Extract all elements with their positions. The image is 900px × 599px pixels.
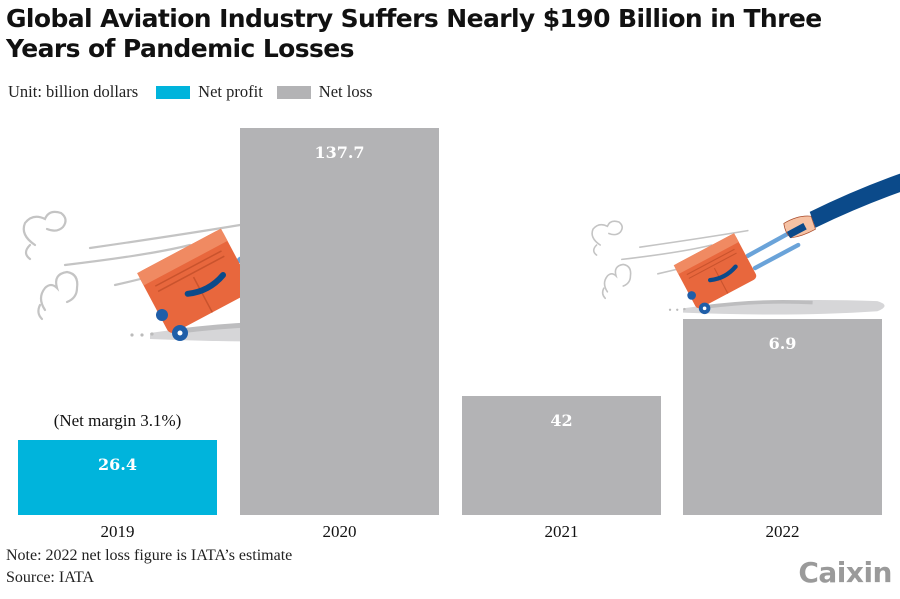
value-label-2021: 42 [550,411,572,430]
footer-source: Source: IATA [6,569,95,586]
labels: 26.4 2019 137.7 2020 42 2021 6.9 2022 (Net margi… [54,143,800,541]
wheel-icon [687,291,696,300]
category-label-2021: 2021 [545,522,579,541]
legend-label-net-profit: Net profit [198,82,263,101]
legend-item-net-loss: Net loss [276,82,373,102]
bar-2020 [240,128,439,515]
category-label-2019: 2019 [101,522,135,541]
legend: Unit: billion dollars Net profit Net los… [8,80,386,104]
value-label-2019: 26.4 [98,455,137,474]
trolley-handle-icon [745,229,801,271]
bar-2021 [462,396,661,515]
sleeve-icon [809,173,900,228]
suitcase-icon [137,228,252,333]
legend-swatch-net-loss [276,85,311,99]
category-label-2022: 2022 [766,522,800,541]
caixin-logo: Caixin [798,556,892,589]
unit-label: Unit: billion dollars [8,82,139,101]
suitcase-icon [673,233,757,309]
legend-item-net-profit: Net profit [156,82,263,102]
annotation-net-margin: (Net margin 3.1%) [54,411,182,430]
value-label-2020: 137.7 [314,143,364,162]
legend-swatch-net-profit [156,85,191,99]
bars [18,128,882,515]
value-label-2022: 6.9 [769,334,797,353]
grip-icon [786,223,807,239]
wheel-icon [156,309,168,321]
chart-title: Global Aviation Industry Suffers Nearly … [6,4,822,63]
bar-2019 [18,440,217,515]
illustration-2022 [591,173,900,315]
footer-note: Note: 2022 net loss figure is IATA’s est… [6,547,293,564]
illustrations [22,137,900,342]
legend-label-net-loss: Net loss [318,82,373,101]
category-label-2020: 2020 [323,522,357,541]
bar-2022 [683,319,882,515]
